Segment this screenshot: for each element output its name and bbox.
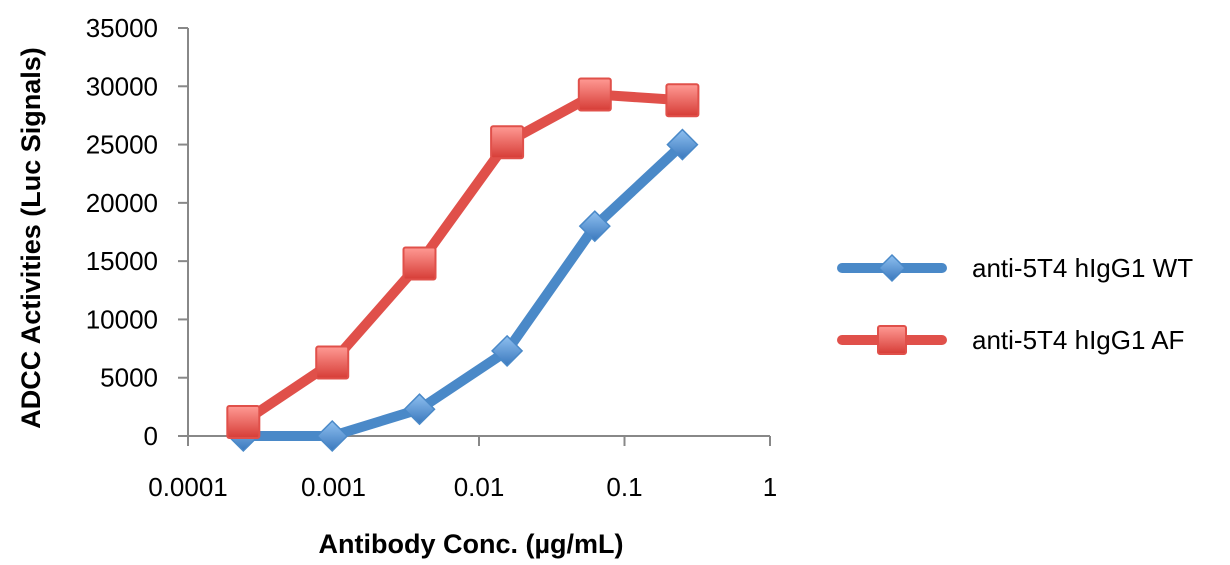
data-point-square bbox=[577, 77, 612, 112]
legend-item: anti-5T4 hIgG1 WT bbox=[837, 253, 1193, 283]
y-tick-label: 35000 bbox=[86, 13, 158, 43]
data-point-square bbox=[490, 125, 525, 160]
legend-item: anti-5T4 hIgG1 AF bbox=[837, 325, 1184, 355]
legend: anti-5T4 hIgG1 WT anti-5T4 hIgG1 AF bbox=[837, 253, 1193, 355]
x-axis-ticks: 0.0001 0.001 0.01 0.1 1 bbox=[148, 436, 777, 502]
data-point-diamond bbox=[666, 128, 699, 161]
x-tick-label: 0.01 bbox=[454, 472, 505, 502]
data-point-square bbox=[226, 405, 261, 440]
legend-label: anti-5T4 hIgG1 AF bbox=[972, 325, 1184, 355]
x-tick-label: 0.1 bbox=[606, 472, 642, 502]
x-tick-label: 1 bbox=[763, 472, 777, 502]
x-tick-label: 0.001 bbox=[301, 472, 366, 502]
series-line bbox=[238, 139, 688, 441]
y-tick-label: 25000 bbox=[86, 130, 158, 160]
y-axis-ticks: 0 5000 10000 15000 20000 25000 30000 35000 bbox=[86, 13, 188, 451]
series-af bbox=[226, 77, 700, 440]
data-point-diamond bbox=[491, 334, 524, 367]
data-point-diamond bbox=[316, 419, 349, 453]
legend-marker bbox=[877, 253, 907, 283]
series-line bbox=[238, 89, 688, 428]
y-tick-label: 10000 bbox=[86, 304, 158, 334]
data-point-diamond bbox=[578, 210, 611, 243]
y-tick-label: 15000 bbox=[86, 246, 158, 276]
series-layer bbox=[226, 77, 700, 453]
y-tick-label: 20000 bbox=[86, 188, 158, 218]
data-point-square bbox=[402, 246, 437, 281]
y-axis-title: ADCC Activities (Luc Signals) bbox=[16, 47, 46, 429]
y-tick-label: 0 bbox=[144, 421, 158, 451]
legend-label: anti-5T4 hIgG1 WT bbox=[972, 253, 1193, 283]
y-tick-label: 30000 bbox=[86, 71, 158, 101]
series-wt bbox=[227, 128, 699, 453]
x-tick-label: 0.0001 bbox=[148, 472, 228, 502]
data-point-diamond bbox=[403, 393, 436, 426]
y-tick-label: 5000 bbox=[100, 363, 158, 393]
data-point-square bbox=[315, 345, 350, 380]
data-point-square bbox=[665, 83, 700, 118]
legend-marker bbox=[877, 325, 907, 355]
x-axis-title: Antibody Conc. (µg/mL) bbox=[318, 529, 623, 559]
